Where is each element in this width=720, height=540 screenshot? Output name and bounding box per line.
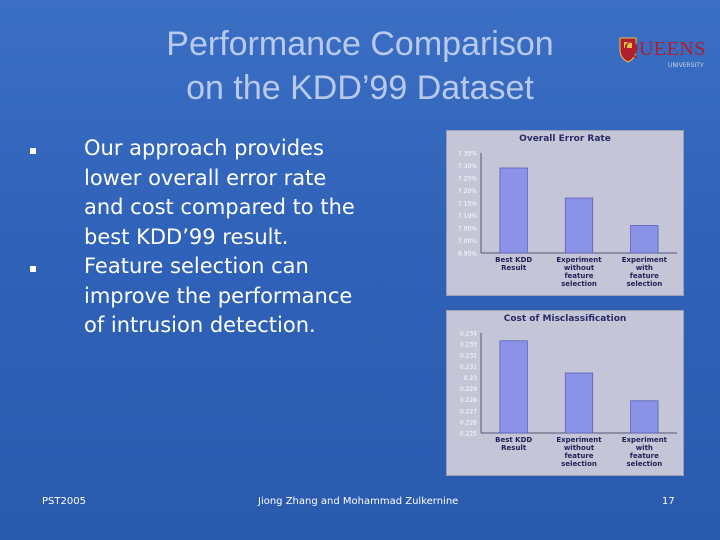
bullet-square-icon — [30, 148, 36, 154]
y-tick-label: 0.233 — [460, 342, 477, 349]
x-category-label: feature — [564, 452, 593, 460]
x-category-label: feature — [564, 272, 593, 280]
x-category-label: selection — [561, 460, 597, 468]
y-tick-label: 7.20% — [458, 188, 477, 195]
university-logo-subtext: UNIVERSITY — [668, 62, 704, 69]
y-tick-label: 0.231 — [460, 364, 477, 371]
y-tick-label: 7.10% — [458, 213, 477, 220]
x-category-label: feature — [630, 452, 659, 460]
y-tick-label: 7.00% — [458, 238, 477, 245]
bar — [499, 340, 528, 434]
x-category-label: with — [636, 444, 653, 452]
x-category-label: selection — [561, 280, 597, 288]
x-category-label: Experiment — [556, 436, 602, 444]
bullet-square-icon — [30, 266, 36, 272]
y-tick-label: 0.234 — [460, 331, 477, 338]
chart-title: Overall Error Rate — [519, 134, 611, 144]
y-tick-label: 0.229 — [460, 386, 477, 393]
x-category-label: Experiment — [622, 436, 668, 444]
x-category-label: Experiment — [556, 256, 602, 264]
y-tick-label: 6.95% — [458, 251, 477, 258]
x-category-label: Best KDD — [495, 436, 532, 444]
bar — [630, 400, 659, 434]
x-category-label: Result — [501, 264, 527, 272]
y-tick-label: 7.25% — [458, 176, 477, 183]
university-crest-icon — [619, 37, 637, 63]
bullet-text: Feature selection can improve the perfor… — [84, 254, 353, 337]
bar — [564, 197, 594, 254]
error-rate-chart: Overall Error Rate 7.35% 7.30% 7.25% 7.20% 7… — [446, 130, 684, 296]
misclassification-cost-chart-svg: 0.234 0.233 0.232 0.231 0.23 0.229 0.228 0.227 0… — [460, 331, 677, 468]
y-tick-label: 0.228 — [460, 397, 477, 404]
chart-title: Cost of Misclassification — [503, 314, 627, 324]
university-logo-text: QUEENS — [624, 38, 706, 60]
slide-number: 17 — [662, 496, 675, 507]
bullet-text: Our approach provides lower overall erro… — [84, 136, 355, 249]
error-rate-chart-svg: 7.35% 7.30% 7.25% 7.20% 7.15% 7.10% 7.05% 7.00%… — [458, 151, 677, 288]
y-tick-label: 7.05% — [458, 226, 477, 233]
x-category-label: without — [564, 444, 595, 452]
x-category-label: with — [636, 264, 653, 272]
y-tick-label: 0.225 — [460, 431, 477, 438]
y-tick-label: 7.35% — [458, 151, 477, 158]
bullet-list: Our approach provides lower overall erro… — [30, 134, 360, 341]
bar — [630, 225, 659, 254]
y-tick-label: 0.226 — [460, 419, 477, 426]
slide-title: Performance Comparison on the KDD’99 Dat… — [100, 22, 620, 110]
bullet-item: Our approach provides lower overall erro… — [30, 134, 360, 252]
x-category-label: Experiment — [622, 256, 668, 264]
x-category-label: feature — [630, 272, 659, 280]
x-category-label: selection — [626, 280, 662, 288]
footer-left: PST2005 — [42, 496, 86, 507]
y-tick-label: 7.15% — [458, 201, 477, 208]
x-category-label: Best KDD — [495, 256, 532, 264]
title-line-2: on the KDD’99 Dataset — [186, 69, 534, 107]
y-tick-label: 0.227 — [460, 408, 477, 415]
y-tick-label: 0.23 — [464, 375, 478, 382]
x-category-label: without — [564, 264, 595, 272]
y-tick-label: 7.30% — [458, 163, 477, 170]
bullet-item: Feature selection can improve the perfor… — [30, 252, 360, 341]
title-line-1: Performance Comparison — [166, 25, 554, 63]
footer-center: Jiong Zhang and Mohammad Zulkernine — [258, 496, 459, 507]
y-tick-label: 0.232 — [460, 353, 477, 360]
x-category-label: Result — [501, 444, 527, 452]
x-category-label: selection — [626, 460, 662, 468]
bar — [499, 167, 528, 254]
bar — [564, 372, 594, 434]
misclassification-cost-chart: Cost of Misclassification 0.234 0.233 0.23… — [446, 310, 684, 476]
